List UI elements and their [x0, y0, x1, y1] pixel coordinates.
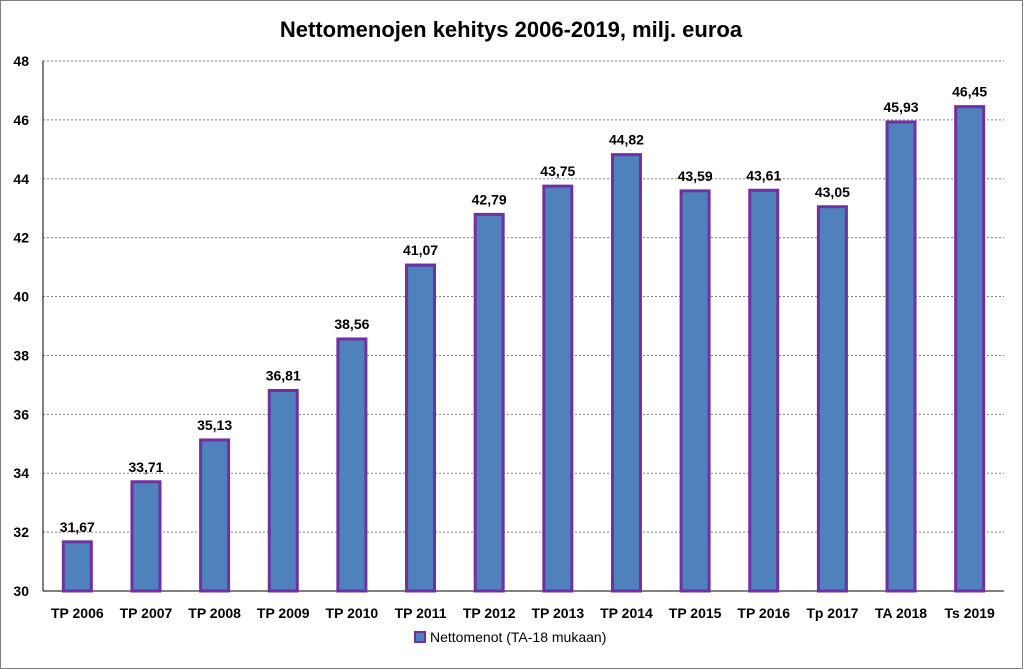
y-tick-label: 38 [13, 347, 29, 363]
data-label: 43,05 [815, 184, 850, 200]
y-tick-label: 34 [13, 465, 29, 481]
data-label: 38,56 [334, 316, 369, 332]
bars [61, 105, 986, 593]
bar [748, 188, 780, 593]
bar [61, 540, 93, 593]
bar [954, 105, 986, 593]
data-label: 35,13 [197, 417, 232, 433]
bar [473, 212, 505, 593]
bar [199, 438, 231, 593]
data-labels: 31,67 33,71 35,13 36,81 38,56 41,07 42,79 43,75… [60, 84, 988, 535]
data-label: 36,81 [266, 367, 301, 383]
y-tick-label: 48 [13, 53, 29, 69]
bar [885, 120, 917, 593]
data-label: 43,61 [746, 167, 781, 183]
legend: Nettomenot (TA-18 mukaan) [414, 629, 606, 645]
gridlines [43, 60, 1004, 533]
y-tick-label: 40 [13, 289, 29, 305]
bar [405, 263, 437, 593]
x-tick-label: Tp 2017 [806, 605, 858, 621]
y-tick-label: 46 [13, 112, 29, 128]
data-label: 33,71 [128, 459, 163, 475]
x-tick-label: TP 2013 [531, 605, 584, 621]
y-tick-label: 42 [13, 230, 29, 246]
data-label: 43,59 [678, 168, 713, 184]
x-tick-label: TP 2008 [188, 605, 241, 621]
bar [679, 189, 711, 593]
bar [610, 153, 642, 593]
x-tick-label: TP 2009 [257, 605, 310, 621]
x-tick-label: TP 2015 [669, 605, 722, 621]
x-tick-label: TA 2018 [875, 605, 927, 621]
data-label: 45,93 [884, 99, 919, 115]
bar [336, 337, 368, 593]
data-label: 41,07 [403, 242, 438, 258]
y-tick-label: 44 [13, 171, 29, 187]
x-tick-label: TP 2006 [51, 605, 104, 621]
y-tick-label: 32 [13, 524, 29, 540]
y-tick-label: 30 [13, 583, 29, 599]
legend-label: Nettomenot (TA-18 mukaan) [430, 629, 606, 645]
x-tick-label: TP 2016 [737, 605, 790, 621]
bar [816, 205, 848, 593]
chart-title: Nettomenojen kehitys 2006-2019, milj. eu… [280, 17, 743, 42]
bar [542, 184, 574, 593]
x-axis: TP 2006 TP 2007 TP 2008 TP 2009 TP 2010 TP 20… [51, 605, 995, 621]
data-label: 46,45 [952, 84, 987, 100]
legend-swatch [414, 631, 426, 643]
x-tick-label: Ts 2019 [945, 605, 996, 621]
x-tick-label: TP 2014 [600, 605, 653, 621]
data-label: 44,82 [609, 132, 644, 148]
bar [267, 388, 299, 593]
x-tick-label: TP 2010 [326, 605, 379, 621]
data-label: 43,75 [540, 163, 575, 179]
y-tick-label: 36 [13, 406, 29, 422]
x-tick-label: TP 2007 [120, 605, 173, 621]
x-tick-label: TP 2011 [395, 605, 447, 621]
data-label: 42,79 [472, 191, 507, 207]
data-label: 31,67 [60, 519, 95, 535]
y-axis: 30 32 34 36 38 40 42 44 46 48 [13, 53, 1004, 599]
x-tick-label: TP 2012 [463, 605, 516, 621]
bar [130, 480, 162, 593]
